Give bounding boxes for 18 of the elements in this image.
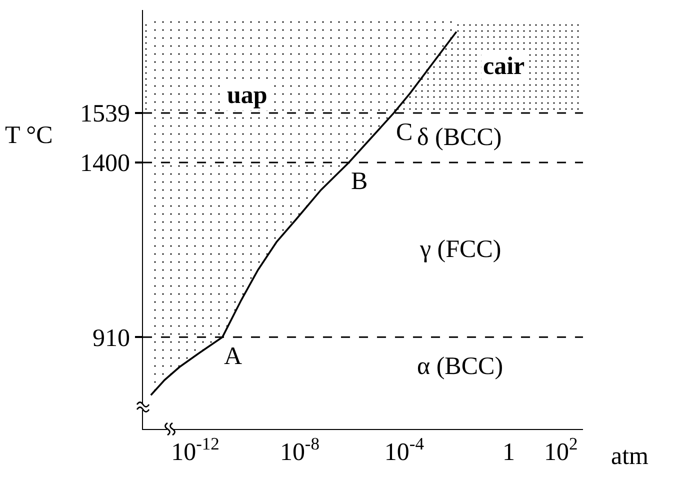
annotation: C xyxy=(396,119,413,146)
annotation: A xyxy=(224,343,242,370)
annotation: δ (BCC) xyxy=(417,124,502,151)
y-tick-label: 1400 xyxy=(80,150,130,178)
x-tick-label: 10$^{-8}$ xyxy=(280,434,320,466)
y-axis-title: T °C xyxy=(5,122,53,149)
annotation: B xyxy=(351,168,368,195)
x-tick-label: 1 xyxy=(502,439,515,466)
x-tick-label: 10$^{-12}$ xyxy=(171,434,220,466)
y-tick-label: 910 xyxy=(92,324,130,352)
y-tick-label: 1539 xyxy=(80,100,130,128)
x-axis-title: atm xyxy=(611,443,650,470)
x-tick-label: 10$^{-4}$ xyxy=(384,434,424,466)
x-tick-label: 10$^{2}$ xyxy=(544,434,578,466)
annotation: γ (FCC) xyxy=(419,236,502,263)
band-label: cair xyxy=(483,53,525,80)
text: uap xyxy=(227,82,268,109)
annotation: α (BCC) xyxy=(417,353,504,380)
